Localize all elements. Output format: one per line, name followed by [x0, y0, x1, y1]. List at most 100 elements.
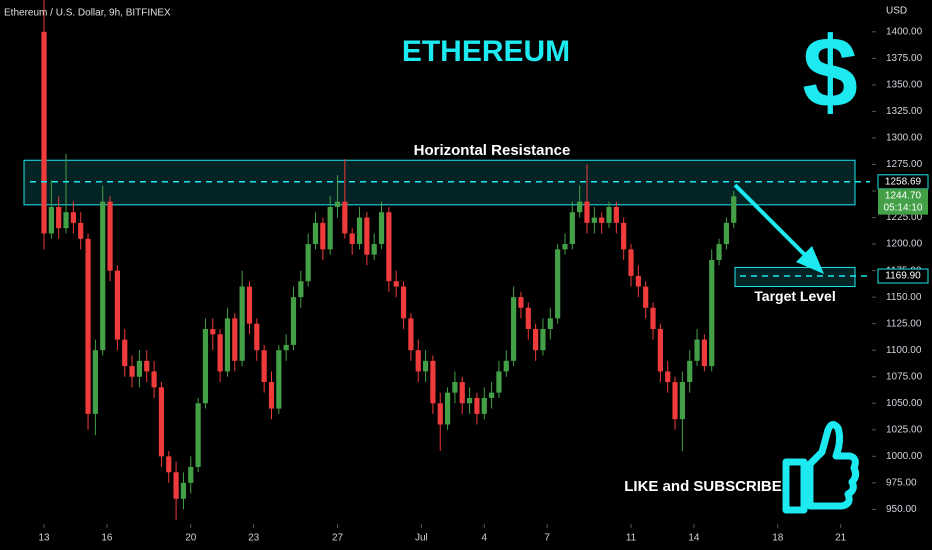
- x-tick-label: 16: [101, 533, 113, 544]
- candle-body: [444, 392, 451, 425]
- candle-body: [371, 244, 377, 255]
- candle-body: [613, 206, 619, 223]
- candle-body: [474, 397, 480, 414]
- candle-body: [173, 472, 179, 499]
- candle-body: [56, 206, 62, 229]
- candle-body: [202, 328, 209, 404]
- candle-body: [239, 286, 245, 361]
- target-label: Target Level: [754, 288, 835, 304]
- candle-body: [489, 392, 495, 398]
- candle-body: [481, 397, 487, 414]
- candle-body: [48, 206, 54, 234]
- candle-body: [562, 244, 568, 250]
- candle-body: [430, 360, 436, 404]
- candle-body: [496, 371, 502, 393]
- x-tick-label: 4: [481, 533, 487, 544]
- candle-body: [276, 350, 282, 409]
- candle-body: [422, 360, 429, 372]
- candle-body: [349, 233, 355, 245]
- candle-body: [437, 403, 443, 425]
- candle-body: [723, 222, 729, 245]
- candle-body: [232, 318, 238, 361]
- candle-body: [254, 323, 260, 351]
- candle-body: [452, 382, 458, 393]
- x-tick-label: 20: [185, 533, 197, 544]
- candle-body: [70, 212, 76, 223]
- y-tick-label: 950.00: [886, 504, 917, 515]
- candle-body: [415, 350, 421, 372]
- y-tick-label: 1400.00: [886, 26, 923, 37]
- candle-body: [731, 196, 737, 223]
- candle-body: [180, 482, 187, 499]
- thumbs-up-icon: [782, 421, 860, 514]
- candle-body: [621, 222, 627, 250]
- x-tick-label: 23: [248, 533, 260, 544]
- candle-body: [599, 217, 605, 223]
- candle-body: [63, 212, 69, 229]
- y-tick-label: 1350.00: [886, 80, 923, 91]
- candle-body: [224, 318, 231, 372]
- y-tick-label: 1050.00: [886, 398, 923, 409]
- candle-body: [679, 382, 685, 420]
- candle-body: [591, 217, 597, 223]
- candle-body: [342, 201, 348, 234]
- thumb-hand: [806, 421, 860, 510]
- candle-body: [92, 350, 98, 414]
- candle-body: [283, 344, 289, 351]
- candle-body: [261, 350, 267, 383]
- thumb-cuff: [782, 458, 808, 514]
- y-tick-label: 1125.00: [886, 318, 922, 329]
- target-price-label: 1169.90: [885, 271, 921, 282]
- y-tick-label: 1075.00: [886, 371, 923, 382]
- candle-body: [100, 201, 106, 351]
- candle-body: [650, 307, 656, 329]
- candle-body: [628, 249, 634, 276]
- candle-body: [540, 328, 546, 351]
- candle-body: [136, 360, 143, 377]
- candle-body: [643, 286, 649, 308]
- candle-body: [188, 466, 194, 483]
- candle-body: [687, 360, 693, 383]
- candle-body: [408, 318, 414, 351]
- last-price-label: 1244.70: [885, 190, 922, 201]
- candle-body: [635, 275, 641, 287]
- candle-body: [305, 244, 311, 282]
- call-to-action: LIKE and SUBSCRIBE: [624, 478, 782, 495]
- candle-body: [672, 382, 678, 420]
- candle-body: [144, 360, 150, 372]
- candle-body: [312, 222, 319, 245]
- dollar-icon: $: [802, 16, 858, 128]
- x-tick-label: 21: [835, 533, 847, 544]
- y-tick-label: 1275.00: [886, 159, 923, 170]
- target-price-label-box: [877, 268, 929, 284]
- candle-body: [151, 371, 157, 388]
- candle-body: [584, 201, 590, 223]
- candle-body: [195, 403, 201, 467]
- candle-body: [606, 206, 612, 223]
- x-tick-label: 27: [332, 533, 344, 544]
- candle-body: [459, 382, 465, 404]
- arrow-shaft: [733, 183, 810, 260]
- resistance-price-label: 1258.69: [885, 176, 922, 187]
- candle-body: [694, 339, 700, 361]
- countdown: 05:14:10: [884, 202, 923, 213]
- candle-body: [129, 366, 135, 377]
- candle-body: [327, 206, 333, 250]
- arrow-head: [796, 246, 824, 274]
- y-tick-label: 1375.00: [886, 53, 923, 64]
- x-tick-label: 13: [38, 533, 50, 544]
- chart-title: Ethereum / U.S. Dollar, 9h, BITFINEX: [4, 8, 171, 19]
- candle-body: [378, 212, 385, 245]
- candle-body: [511, 297, 517, 361]
- candle-body: [533, 328, 539, 351]
- y-tick-label: 1200.00: [886, 239, 923, 250]
- candle-body: [268, 382, 275, 409]
- x-tick-label: 7: [544, 533, 550, 544]
- candle-body: [569, 212, 575, 245]
- candle-body: [158, 387, 165, 457]
- x-tick-label: 18: [772, 533, 784, 544]
- headline: ETHEREUM: [402, 35, 570, 68]
- x-tick-label: 14: [688, 533, 700, 544]
- x-tick-label: 11: [626, 533, 637, 544]
